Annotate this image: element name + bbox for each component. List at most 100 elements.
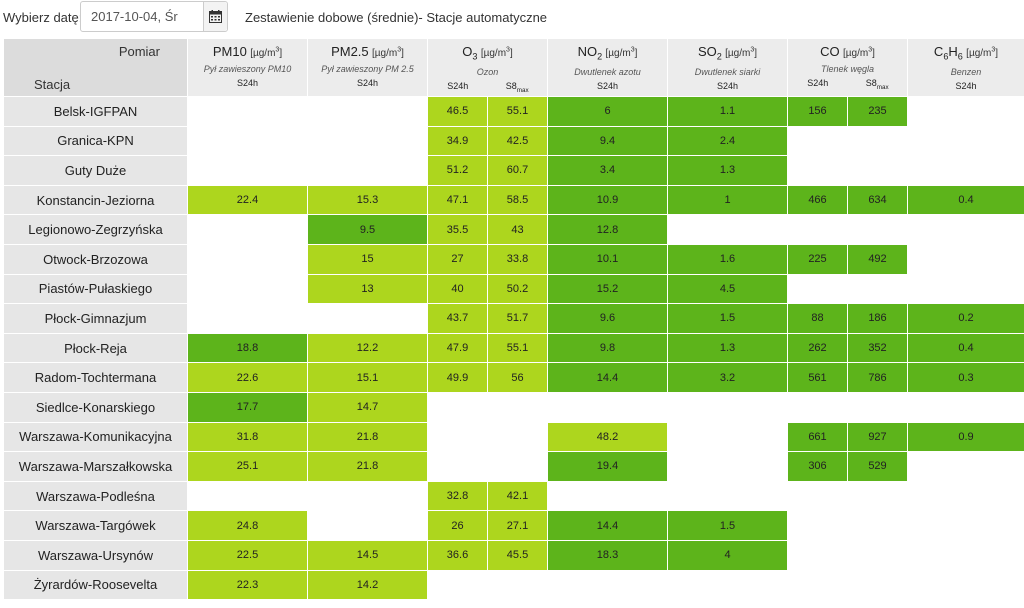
table-row: Granica-KPN 34.9 42.5 9.4 2.4	[3, 125, 1024, 157]
station-name[interactable]: Granica-KPN	[3, 125, 188, 157]
value-cell-co_24: 156	[787, 96, 848, 127]
value-cell-pm10	[187, 273, 308, 305]
table-row: Płock-Reja 18.8 12.2 47.9 55.1 9.8 1.3 262 352 0.…	[3, 332, 1024, 364]
value-cell-o3_8: 60.7	[487, 155, 548, 186]
station-name[interactable]: Radom-Tochtermana	[3, 362, 188, 393]
value-cell-so2: 1.5	[667, 510, 788, 541]
value-cell-so2: 2.4	[667, 125, 788, 157]
param-header-no2[interactable]: NO2 [µg/m3] Dwutlenek azotu S24h	[547, 38, 668, 97]
value-cell-co_24	[787, 510, 848, 541]
value-cell-no2: 19.4	[547, 451, 668, 482]
value-cell-c6h6	[907, 510, 1024, 541]
value-cell-no2: 18.3	[547, 539, 668, 571]
value-cell-co_8: 235	[847, 96, 908, 127]
station-name[interactable]: Piastów-Pułaskiego	[3, 273, 188, 305]
value-cell-o3_8: 56	[487, 362, 548, 393]
value-cell-no2: 9.6	[547, 303, 668, 334]
station-name[interactable]: Warszawa-Marszałkowska	[3, 451, 188, 482]
value-cell-pm25: 9.5	[307, 214, 428, 245]
value-cell-so2: 1.3	[667, 155, 788, 186]
value-cell-co_8: 352	[847, 332, 908, 364]
station-name[interactable]: Warszawa-Ursynów	[3, 539, 188, 571]
pomiar-label: Pomiar	[118, 44, 160, 59]
table-row: Belsk-IGFPAN 46.5 55.1 6 1.1 156 235	[3, 96, 1024, 127]
value-cell-co_8: 529	[847, 451, 908, 482]
table-row: Guty Duże 51.2 60.7 3.4 1.3	[3, 155, 1024, 186]
value-cell-o3_8: 50.2	[487, 273, 548, 305]
value-cell-co_24	[787, 214, 848, 245]
param-header-o3[interactable]: O3 [µg/m3] Ozon S24h S8max	[427, 38, 548, 97]
date-input[interactable]	[81, 2, 203, 31]
value-cell-pm10: 22.6	[187, 362, 308, 393]
value-cell-co_24: 561	[787, 362, 848, 393]
stacja-label: Stacja	[34, 77, 71, 92]
value-cell-co_8	[847, 510, 908, 541]
value-cell-o3_8	[487, 391, 548, 423]
station-name[interactable]: Warszawa-Komunikacyjna	[3, 421, 188, 453]
value-cell-c6h6: 0.4	[907, 184, 1024, 216]
param-name: PM2.5	[331, 44, 369, 59]
station-name[interactable]: Płock-Gimnazjum	[3, 303, 188, 334]
value-cell-so2	[667, 569, 788, 601]
value-cell-no2: 14.4	[547, 362, 668, 393]
station-name[interactable]: Warszawa-Podleśna	[3, 480, 188, 512]
value-cell-pm25: 13	[307, 273, 428, 305]
value-cell-co_8: 492	[847, 243, 908, 275]
station-name[interactable]: Legionowo-Zegrzyńska	[3, 214, 188, 245]
value-cell-co_24	[787, 155, 848, 186]
station-name[interactable]: Konstancin-Jeziorna	[3, 184, 188, 216]
value-cell-o3_24: 47.1	[427, 184, 488, 216]
value-cell-c6h6	[907, 451, 1024, 482]
value-cell-pm25: 15	[307, 243, 428, 275]
param-unit: [µg/m3]	[372, 46, 404, 59]
station-name[interactable]: Warszawa-Targówek	[3, 510, 188, 541]
value-cell-pm25: 15.3	[307, 184, 428, 216]
param-name: NO2	[577, 44, 603, 62]
station-name[interactable]: Guty Duże	[3, 155, 188, 186]
value-cell-o3_8	[487, 451, 548, 482]
value-cell-co_8: 634	[847, 184, 908, 216]
toolbar: Wybierz datę: Zestawienie dobowe (średni…	[0, 0, 1024, 34]
value-cell-co_8	[847, 273, 908, 305]
station-name[interactable]: Płock-Reja	[3, 332, 188, 364]
value-cell-so2	[667, 480, 788, 512]
value-cell-pm10: 22.5	[187, 539, 308, 571]
value-cell-co_24	[787, 480, 848, 512]
param-header-pm25[interactable]: PM2.5 [µg/m3] Pył zawieszony PM 2.5 S24h	[307, 38, 428, 97]
station-name[interactable]: Belsk-IGFPAN	[3, 96, 188, 127]
value-cell-o3_8	[487, 421, 548, 453]
value-cell-pm25	[307, 510, 428, 541]
station-name[interactable]: Otwock-Brzozowa	[3, 243, 188, 275]
param-header-pm10[interactable]: PM10 [µg/m3] Pył zawieszony PM10 S24h	[187, 38, 308, 97]
value-cell-so2: 1.1	[667, 96, 788, 127]
station-name[interactable]: Siedlce-Konarskiego	[3, 391, 188, 423]
value-cell-o3_24: 26	[427, 510, 488, 541]
date-label: Wybierz datę:	[3, 10, 83, 25]
param-header-c6h6[interactable]: C6H6 [µg/m3] Benzen S24h	[907, 38, 1024, 97]
value-cell-no2: 15.2	[547, 273, 668, 305]
value-cell-no2	[547, 480, 668, 512]
param-desc: Dwutlenek siarki	[694, 66, 761, 77]
value-cell-pm25	[307, 125, 428, 157]
calendar-button[interactable]	[203, 2, 227, 31]
value-cell-pm10: 24.8	[187, 510, 308, 541]
param-name: SO2	[697, 44, 722, 62]
param-name: O3	[462, 44, 478, 62]
value-cell-pm10: 25.1	[187, 451, 308, 482]
value-cell-co_24	[787, 391, 848, 423]
param-header-so2[interactable]: SO2 [µg/m3] Dwutlenek siarki S24h	[667, 38, 788, 97]
value-cell-co_8	[847, 214, 908, 245]
value-cell-pm25: 15.1	[307, 362, 428, 393]
value-cell-o3_24: 34.9	[427, 125, 488, 157]
param-name: C6H6	[933, 44, 963, 62]
value-cell-co_24: 466	[787, 184, 848, 216]
param-name: PM10	[212, 44, 247, 59]
value-cell-pm10	[187, 480, 308, 512]
date-picker[interactable]	[80, 1, 228, 32]
header-row: Pomiar Stacja PM10 [µg/m3] Pył zawieszon…	[3, 38, 1024, 97]
value-cell-o3_24: 43.7	[427, 303, 488, 334]
param-header-co[interactable]: CO [µg/m3] Tlenek węgla S24h S8max	[787, 38, 908, 97]
value-cell-pm25: 14.2	[307, 569, 428, 601]
param-sub: S24h	[596, 80, 619, 91]
station-name[interactable]: Żyrardów-Roosevelta	[3, 569, 188, 601]
